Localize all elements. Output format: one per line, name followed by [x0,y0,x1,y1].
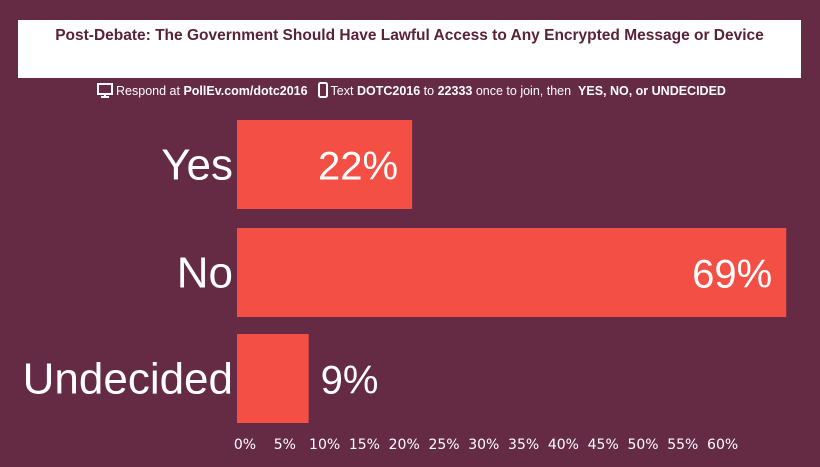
web-prefix: Respond at [116,83,180,98]
category-label: Undecided [23,355,233,404]
monitor-icon [97,82,114,101]
x-tick-label: 0% [234,437,256,453]
x-tick-label: 40% [548,437,579,453]
value-label: 69% [692,253,772,297]
x-tick-label: 50% [627,437,658,453]
category-label: No [177,249,233,298]
x-tick-label: 60% [707,437,738,453]
web-url: PollEv.com/dotc2016 [183,83,308,98]
phone-icon [317,82,328,101]
bar-yes [237,120,413,209]
text-suffix: once to join, then [475,83,572,98]
x-tick-label: 35% [508,437,539,453]
bar-no [237,228,787,317]
chart-title: Post-Debate: The Government Should Have … [18,20,801,78]
x-tick-label: 15% [349,437,380,453]
response-instructions: Respond at PollEv.com/dotc2016 Text DOTC… [0,82,820,101]
x-tick-label: 55% [667,437,698,453]
x-tick-label: 10% [309,437,340,453]
text-prefix: Text [330,83,354,98]
category-label: Yes [161,141,233,190]
value-label: 22% [318,145,398,189]
text-code: DOTC2016 [356,83,421,98]
x-tick-label: 25% [428,437,459,453]
x-tick-label: 20% [389,437,420,453]
bar-undecided [237,334,309,423]
text-number: 22333 [437,83,473,98]
x-tick-label: 45% [588,437,619,453]
x-tick-label: 30% [468,437,499,453]
text-to: to [423,83,435,98]
x-tick-label: 5% [274,437,296,453]
value-label: 9% [321,359,379,403]
text-options: YES, NO, or UNDECIDED [578,83,726,98]
